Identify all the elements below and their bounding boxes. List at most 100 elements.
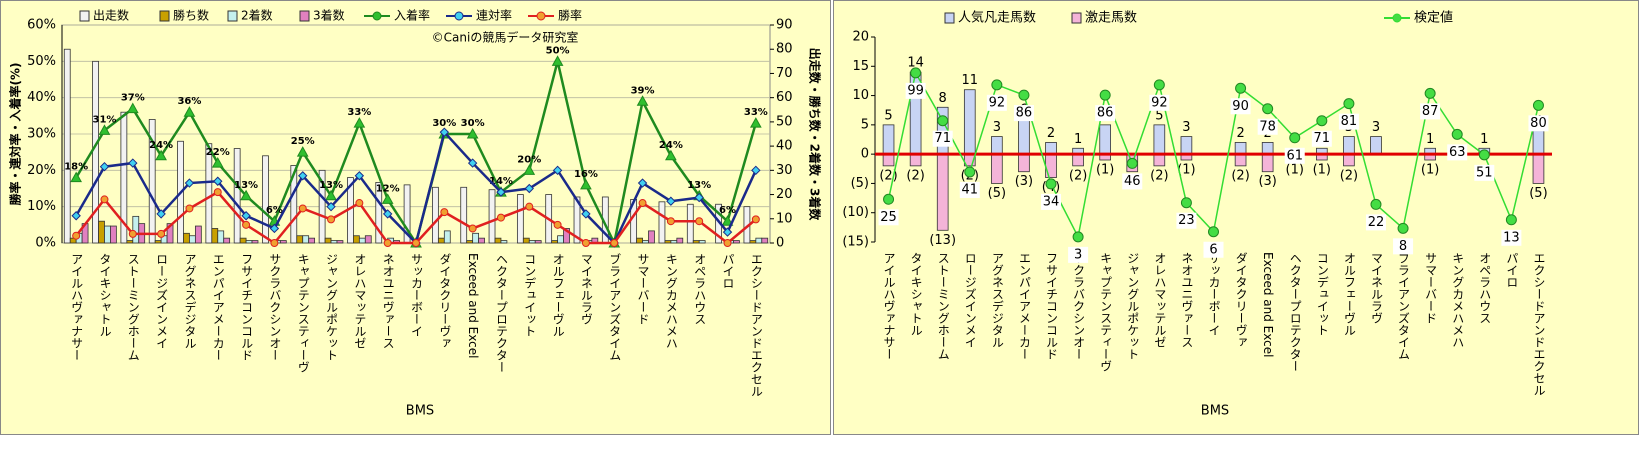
marker [211, 157, 224, 168]
marker [695, 217, 704, 226]
point-label: 86 [1097, 106, 1114, 121]
bar-label: (1) [1096, 163, 1114, 178]
bar-label: (2) [906, 168, 924, 183]
x-tick-label: エクシードアンドエクセル [1532, 252, 1546, 396]
marker [666, 196, 676, 206]
bar [92, 60, 99, 244]
point-label-bg [1095, 105, 1116, 122]
bar [63, 48, 71, 244]
point-label: 80 [1530, 116, 1547, 131]
point-label: 6% [266, 205, 283, 216]
bar-label: 8 [939, 91, 947, 106]
marker [298, 204, 307, 213]
marker [1451, 128, 1463, 140]
bar [1532, 153, 1545, 184]
bar [1045, 142, 1057, 155]
point-label: 23 [1178, 213, 1195, 228]
marker [1343, 98, 1355, 110]
x-tick-label: サッカーボーイ [410, 253, 424, 337]
marker [551, 55, 564, 66]
point-label-bg [1365, 214, 1386, 231]
y-tick-label: (5) [851, 176, 869, 191]
point-label-bg [878, 209, 899, 226]
x-tick-label: ヘクタープロテクター [1288, 252, 1302, 372]
x-tick-label: フサイチコンコルド [1045, 252, 1059, 360]
bar [1532, 130, 1545, 155]
marker [1532, 99, 1544, 111]
bar [1261, 142, 1274, 155]
bar-label: (2) [1231, 168, 1249, 183]
y-tick-label: 10 [852, 88, 869, 103]
bar [251, 240, 259, 244]
legend-swatch [944, 12, 955, 24]
bar-label: (1) [1313, 163, 1331, 178]
bar [189, 235, 196, 244]
y2-tick-label: 20 [776, 187, 793, 202]
x-tick-label: アグネスデジタル [183, 253, 197, 349]
bar [154, 240, 162, 244]
marker [70, 171, 83, 183]
point-label-bg [1041, 193, 1062, 210]
marker [326, 201, 336, 212]
bar [698, 240, 706, 244]
bar [551, 240, 558, 244]
bar [217, 230, 225, 244]
bar [755, 237, 763, 244]
marker [937, 115, 949, 127]
point-label-bg [986, 94, 1007, 111]
x-tick-label: アグネスデジタル [990, 252, 1004, 348]
point-label: 16% [574, 169, 598, 180]
point-label: 90 [1232, 99, 1249, 114]
marker [383, 239, 392, 247]
marker [241, 211, 251, 221]
marker [694, 192, 704, 203]
point-label-bg [1338, 113, 1359, 130]
legend-label: 勝率 [558, 8, 582, 23]
x-axis-title: BMS [1201, 404, 1229, 419]
point-label-bg [1528, 115, 1549, 132]
point-label: 34 [1043, 194, 1060, 209]
x-tick-label: サッカーボーイ [1207, 252, 1221, 336]
bar-label: 5 [1155, 108, 1163, 123]
marker [637, 178, 648, 188]
y-tick-label: 0% [35, 236, 56, 251]
marker [1072, 231, 1084, 243]
bar [573, 196, 581, 244]
marker [910, 67, 922, 79]
bar [166, 223, 174, 244]
y-tick-label: 50% [27, 54, 56, 69]
point-label: 87 [1422, 104, 1439, 119]
bar [1261, 153, 1274, 173]
bar-label: (5) [1529, 186, 1547, 201]
point-label: 30% [432, 118, 456, 129]
bar [1153, 153, 1166, 167]
bar [658, 201, 666, 244]
marker [468, 224, 477, 233]
x-tick-label: オルフェーヴル [551, 253, 565, 337]
x-tick-label: ダイタクリーヴァ [1234, 252, 1248, 348]
point-label: 13% [234, 180, 258, 191]
bar [364, 235, 372, 244]
marker [964, 166, 976, 178]
bar [936, 153, 949, 231]
marker [524, 183, 534, 194]
bar [358, 237, 366, 244]
x-tick-label: ストーミングホーム [936, 252, 950, 360]
marker [1505, 214, 1517, 226]
point-label-bg [1474, 164, 1495, 181]
point-label-bg [932, 130, 953, 147]
point-label-bg [1068, 246, 1089, 263]
marker [269, 223, 280, 234]
bar [460, 186, 468, 244]
marker [155, 149, 167, 161]
x-tick-label: ブライアンズタイム [1397, 251, 1411, 360]
marker [128, 158, 138, 168]
point-label: 37% [121, 93, 145, 104]
marker [72, 231, 81, 240]
bar [522, 237, 530, 244]
point-label: 78 [1259, 119, 1276, 134]
y2-tick-label: 30 [776, 163, 793, 178]
bar-label: (3) [1015, 174, 1033, 189]
bar-label: (2) [1340, 168, 1358, 183]
bar [1099, 124, 1111, 155]
